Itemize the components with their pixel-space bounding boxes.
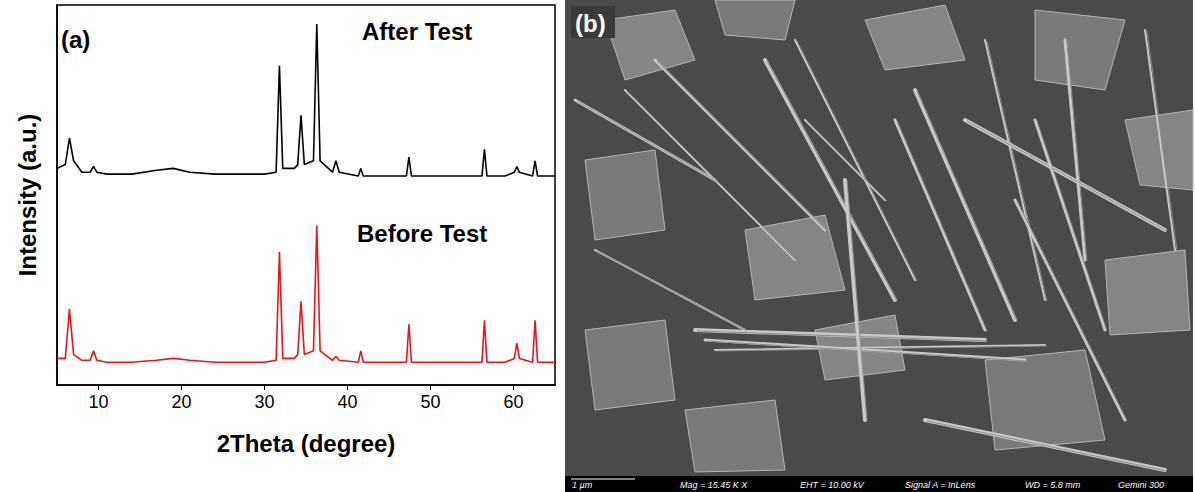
svg-text:60: 60 (503, 392, 523, 412)
svg-text:Signal A = InLens: Signal A = InLens (905, 480, 976, 490)
svg-text:50: 50 (420, 392, 440, 412)
svg-text:WD = 5.8 mm: WD = 5.8 mm (1025, 480, 1081, 490)
svg-text:Before Test: Before Test (357, 220, 487, 247)
svg-text:20: 20 (171, 392, 191, 412)
svg-text:10: 10 (88, 392, 108, 412)
svg-text:Intensity (a.u.): Intensity (a.u.) (14, 114, 41, 277)
svg-text:Mag = 15.45 K X: Mag = 15.45 K X (680, 480, 748, 490)
svg-text:(a): (a) (61, 26, 90, 53)
svg-text:30: 30 (254, 392, 274, 412)
svg-text:EHT = 10.00 kV: EHT = 10.00 kV (800, 480, 865, 490)
svg-text:After Test: After Test (362, 18, 472, 45)
svg-text:(b): (b) (575, 10, 606, 37)
svg-text:Gemini 300: Gemini 300 (1118, 480, 1164, 490)
svg-text:2Theta (degree): 2Theta (degree) (217, 430, 396, 457)
svg-text:1 µm: 1 µm (572, 480, 593, 490)
svg-text:40: 40 (337, 392, 357, 412)
